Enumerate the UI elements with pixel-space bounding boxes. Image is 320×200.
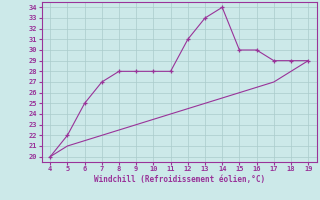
X-axis label: Windchill (Refroidissement éolien,°C): Windchill (Refroidissement éolien,°C)	[94, 175, 265, 184]
